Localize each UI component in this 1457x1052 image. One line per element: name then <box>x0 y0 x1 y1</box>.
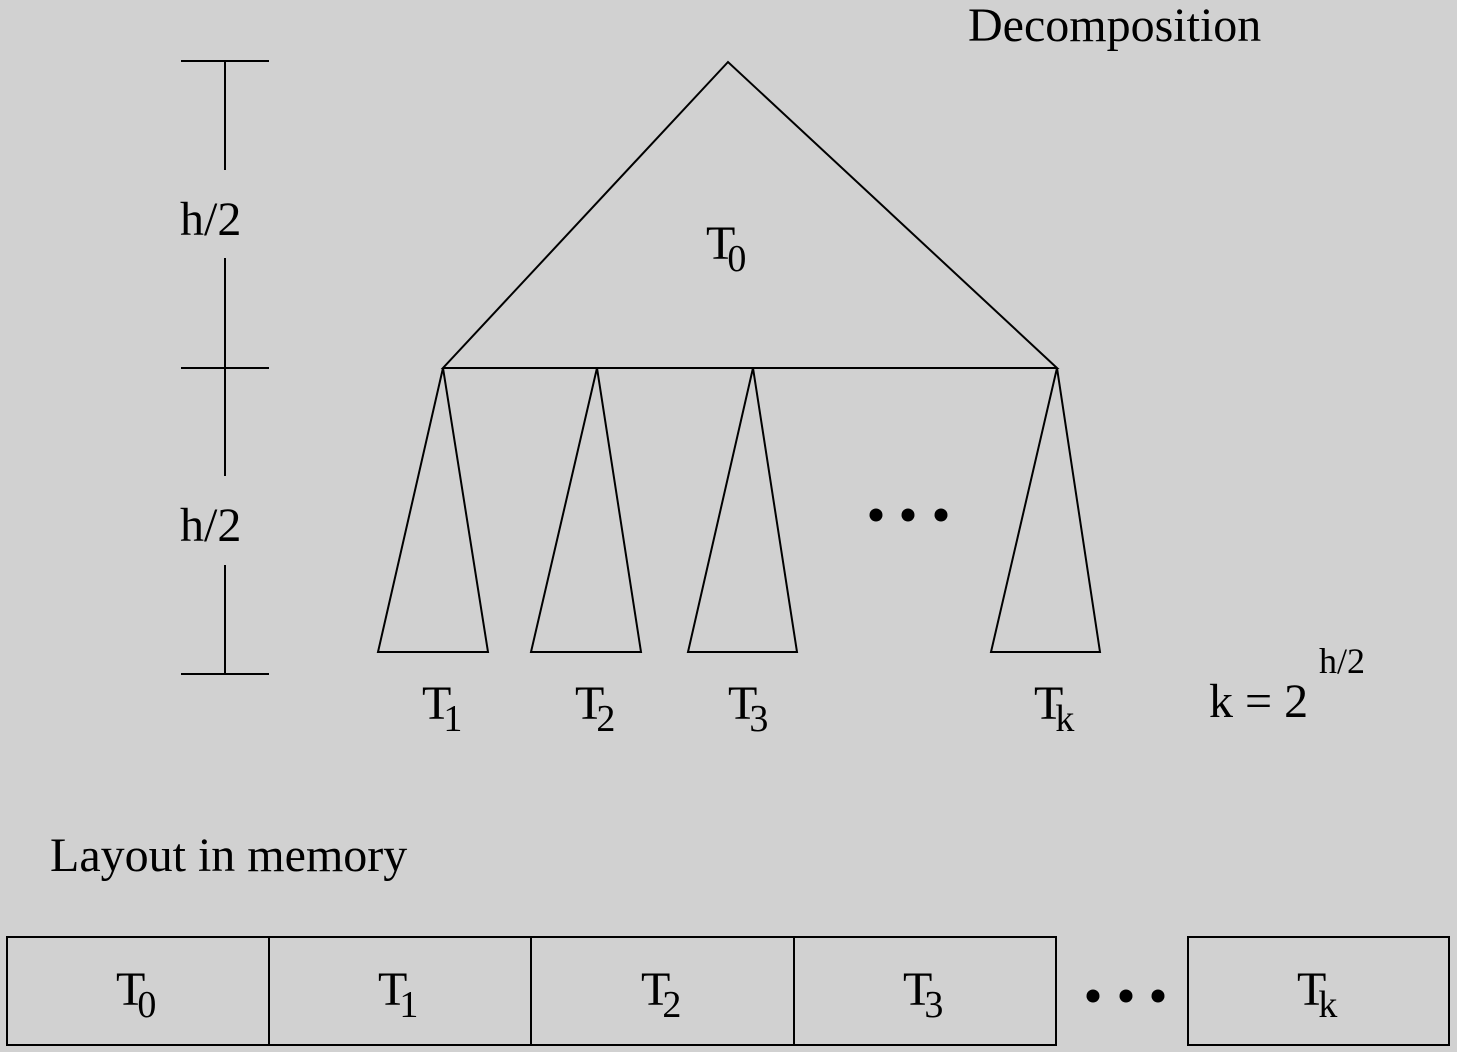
tree-letter: T <box>641 963 671 1016</box>
tree-letter: T <box>422 677 452 730</box>
tree-letter: T <box>728 677 758 730</box>
ellipsis-dot <box>869 508 883 522</box>
tree-letter: T <box>575 677 605 730</box>
height-ruler <box>181 60 269 675</box>
subtree-triangles <box>376 367 1102 653</box>
memory-block-last <box>1187 936 1450 1046</box>
ellipsis-dots <box>869 508 1165 1003</box>
tree-subscript: 3 <box>924 984 944 1026</box>
top-tree-triangle <box>440 60 1060 369</box>
subtree-triangle <box>989 367 1102 653</box>
memory-cell-label: T2 <box>641 963 689 1025</box>
tree-subscript: 1 <box>399 984 419 1026</box>
memory-cell-label: Tk <box>1297 963 1345 1025</box>
memory-boxes <box>6 936 1450 1046</box>
subtree-label: T1 <box>422 677 470 739</box>
diagram-title: Decomposition <box>968 0 1262 52</box>
k-formula-exponent: h/2 <box>1319 641 1366 681</box>
ellipsis-dot <box>1119 989 1133 1003</box>
memory-cell-label: T3 <box>903 963 951 1025</box>
ellipsis-dot <box>934 508 948 522</box>
subtree-label: T2 <box>575 677 623 739</box>
tree-letter: T <box>116 963 146 1016</box>
tree-subscript: 0 <box>137 984 157 1026</box>
layout-title: Layout in memory <box>50 829 408 882</box>
memory-cell-label: T1 <box>378 963 426 1025</box>
tree-subscript: k <box>1055 698 1075 740</box>
tree-letter: T <box>1034 677 1064 730</box>
ellipsis-dot <box>1086 989 1100 1003</box>
subtree-triangle <box>376 367 490 653</box>
subtree-label: T3 <box>728 677 776 739</box>
tree-subscript: 2 <box>662 984 682 1026</box>
tree-subscript: k <box>1318 984 1338 1026</box>
subtree-label: Tk <box>1034 677 1082 739</box>
tree-subscript: 2 <box>596 698 616 740</box>
tree-letter: T <box>378 963 408 1016</box>
height-label-bottom: h/2 <box>180 499 242 552</box>
tree-letter: T <box>903 963 933 1016</box>
k-formula-base: k = 2 <box>1209 675 1309 728</box>
tree-subscript: 3 <box>749 698 769 740</box>
height-label-top: h/2 <box>180 193 242 246</box>
memory-cell-label: T0 <box>116 963 164 1025</box>
tree-letter: T <box>706 217 736 270</box>
tree-letter: T <box>1297 963 1327 1016</box>
ellipsis-dot <box>901 508 915 522</box>
top-tree-label: T0 <box>706 217 754 279</box>
subtree-triangle <box>529 367 643 653</box>
subtree-triangle <box>686 367 799 653</box>
ellipsis-dot <box>1151 989 1165 1003</box>
tree-subscript: 1 <box>443 698 463 740</box>
tree-subscript: 0 <box>727 238 747 280</box>
